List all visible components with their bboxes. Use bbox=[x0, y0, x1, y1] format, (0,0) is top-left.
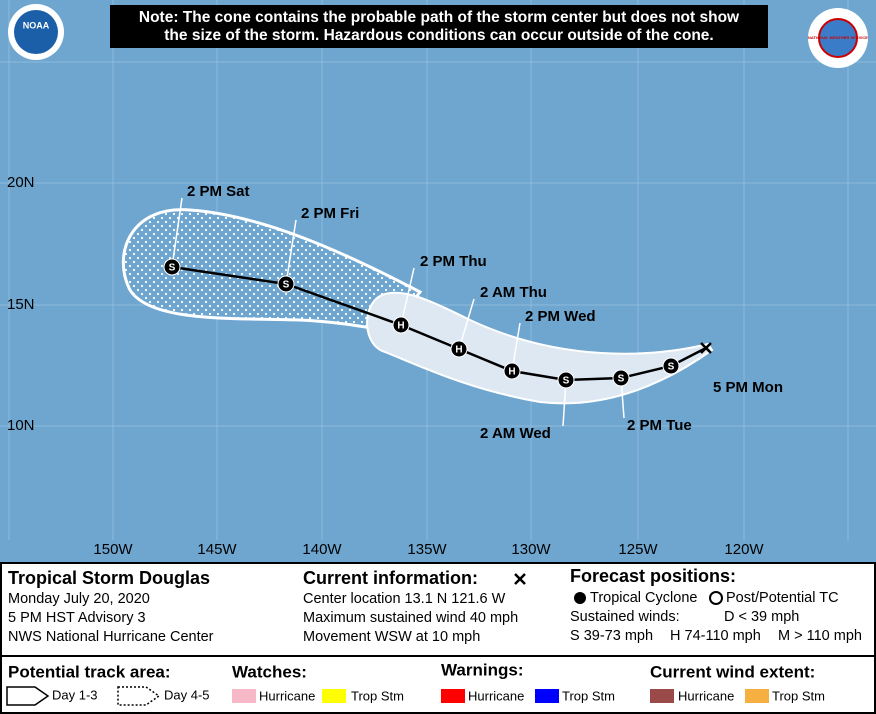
marker-letter: S bbox=[668, 362, 675, 373]
noaa-logo-text: NOAA bbox=[23, 20, 50, 30]
nws-logo-inner bbox=[818, 18, 858, 58]
lon-label: 130W bbox=[511, 541, 551, 558]
info-line: Sustained winds: bbox=[570, 609, 680, 625]
position-marker bbox=[163, 258, 181, 276]
lon-labels: 150W 145W 140W 135W 130W 125W 120W bbox=[93, 541, 764, 558]
label-leader bbox=[285, 219, 297, 285]
position-label: 2 PM Fri bbox=[301, 205, 359, 222]
swatch bbox=[535, 689, 559, 703]
storm-name: Tropical Storm Douglas bbox=[8, 568, 210, 588]
legend-text: Day 4-5 bbox=[164, 687, 210, 702]
position-label: 2 PM Tue bbox=[627, 417, 692, 434]
swatch bbox=[441, 689, 465, 703]
legend-text: Trop Stm bbox=[351, 688, 404, 703]
position-label: 2 AM Wed bbox=[480, 425, 551, 442]
marker-letter: S bbox=[283, 280, 290, 291]
position-marker bbox=[277, 275, 295, 293]
info-line: 5 PM HST Advisory 3 bbox=[8, 610, 146, 626]
marker-letter: H bbox=[397, 321, 404, 332]
noaa-logo-inner bbox=[14, 10, 58, 54]
position-label: 2 PM Sat bbox=[187, 183, 250, 200]
marker-letter: H bbox=[508, 367, 515, 378]
position-marker bbox=[392, 316, 410, 334]
forecast-title: Forecast positions: bbox=[570, 566, 736, 586]
info-line: Movement WSW at 10 mph bbox=[303, 629, 480, 645]
info-line: Monday July 20, 2020 bbox=[8, 591, 150, 607]
lat-label: 10N bbox=[7, 417, 35, 434]
legend-text: Trop Stm bbox=[772, 688, 825, 703]
position-marker bbox=[612, 369, 630, 387]
lon-label: 140W bbox=[302, 541, 342, 558]
info-line: D < 39 mph bbox=[724, 609, 799, 625]
lon-label: 125W bbox=[618, 541, 658, 558]
nws-logo-text: NATIONAL WEATHER SERVICE bbox=[808, 35, 868, 40]
day13-icon bbox=[6, 686, 50, 706]
info-line: Center location 13.1 N 121.6 W bbox=[303, 591, 506, 607]
position-label: 2 PM Thu bbox=[420, 253, 487, 270]
legend-text: Hurricane bbox=[678, 688, 734, 703]
tc-icon bbox=[574, 592, 586, 604]
day45-icon bbox=[117, 686, 161, 706]
position-label: 5 PM Mon bbox=[713, 379, 783, 396]
legend-text: Hurricane bbox=[468, 688, 524, 703]
legend-title: Warnings: bbox=[441, 660, 523, 679]
post-icon bbox=[709, 591, 723, 605]
info-line: Post/Potential TC bbox=[726, 590, 839, 606]
lon-label: 120W bbox=[724, 541, 764, 558]
position-marker bbox=[503, 362, 521, 380]
cone-day4-5 bbox=[121, 208, 423, 333]
swatch bbox=[745, 689, 769, 703]
marker-letter: S bbox=[563, 376, 570, 387]
label-leader bbox=[171, 197, 183, 268]
label-leader bbox=[458, 298, 475, 350]
lat-label: 20N bbox=[7, 174, 35, 191]
info-line: Maximum sustained wind 40 mph bbox=[303, 610, 518, 626]
legend-title: Watches: bbox=[232, 662, 307, 681]
swatch bbox=[650, 689, 674, 703]
current-icon bbox=[514, 573, 526, 585]
lon-label: 150W bbox=[93, 541, 133, 558]
position-marker bbox=[450, 340, 468, 358]
current-title: Current information: bbox=[303, 568, 478, 588]
lat-label: 15N bbox=[7, 296, 35, 313]
position-label: 2 AM Thu bbox=[480, 284, 547, 301]
position-marker bbox=[557, 371, 575, 389]
legend-text: Hurricane bbox=[259, 688, 315, 703]
legend-title: Current wind extent: bbox=[650, 662, 815, 681]
note-line: the size of the storm. Hazardous conditi… bbox=[164, 27, 713, 44]
info-line: Tropical Cyclone bbox=[590, 590, 697, 606]
position-label: 2 PM Wed bbox=[525, 308, 596, 325]
label-leader bbox=[400, 267, 415, 326]
lon-label: 135W bbox=[407, 541, 447, 558]
legend-text: Day 1-3 bbox=[52, 687, 98, 702]
legend-text: Trop Stm bbox=[562, 688, 615, 703]
label-strip bbox=[0, 540, 876, 562]
swatch bbox=[232, 689, 256, 703]
marker-letter: S bbox=[618, 374, 625, 385]
note-line: Note: The cone contains the probable pat… bbox=[139, 9, 740, 26]
marker-letter: S bbox=[169, 263, 176, 274]
current-position bbox=[700, 342, 712, 354]
info-line: H 74-110 mph bbox=[670, 628, 761, 644]
swatch bbox=[322, 689, 346, 703]
lat-labels: 20N 15N 10N bbox=[7, 174, 35, 434]
position-marker bbox=[662, 357, 680, 375]
info-line: NWS National Hurricane Center bbox=[8, 629, 214, 645]
note-box bbox=[110, 5, 768, 48]
marker-letter: H bbox=[455, 345, 462, 356]
info-line: M > 110 mph bbox=[778, 628, 862, 644]
legend-title: Potential track area: bbox=[8, 662, 171, 681]
info-line: S 39-73 mph bbox=[570, 628, 653, 644]
lon-label: 145W bbox=[197, 541, 237, 558]
